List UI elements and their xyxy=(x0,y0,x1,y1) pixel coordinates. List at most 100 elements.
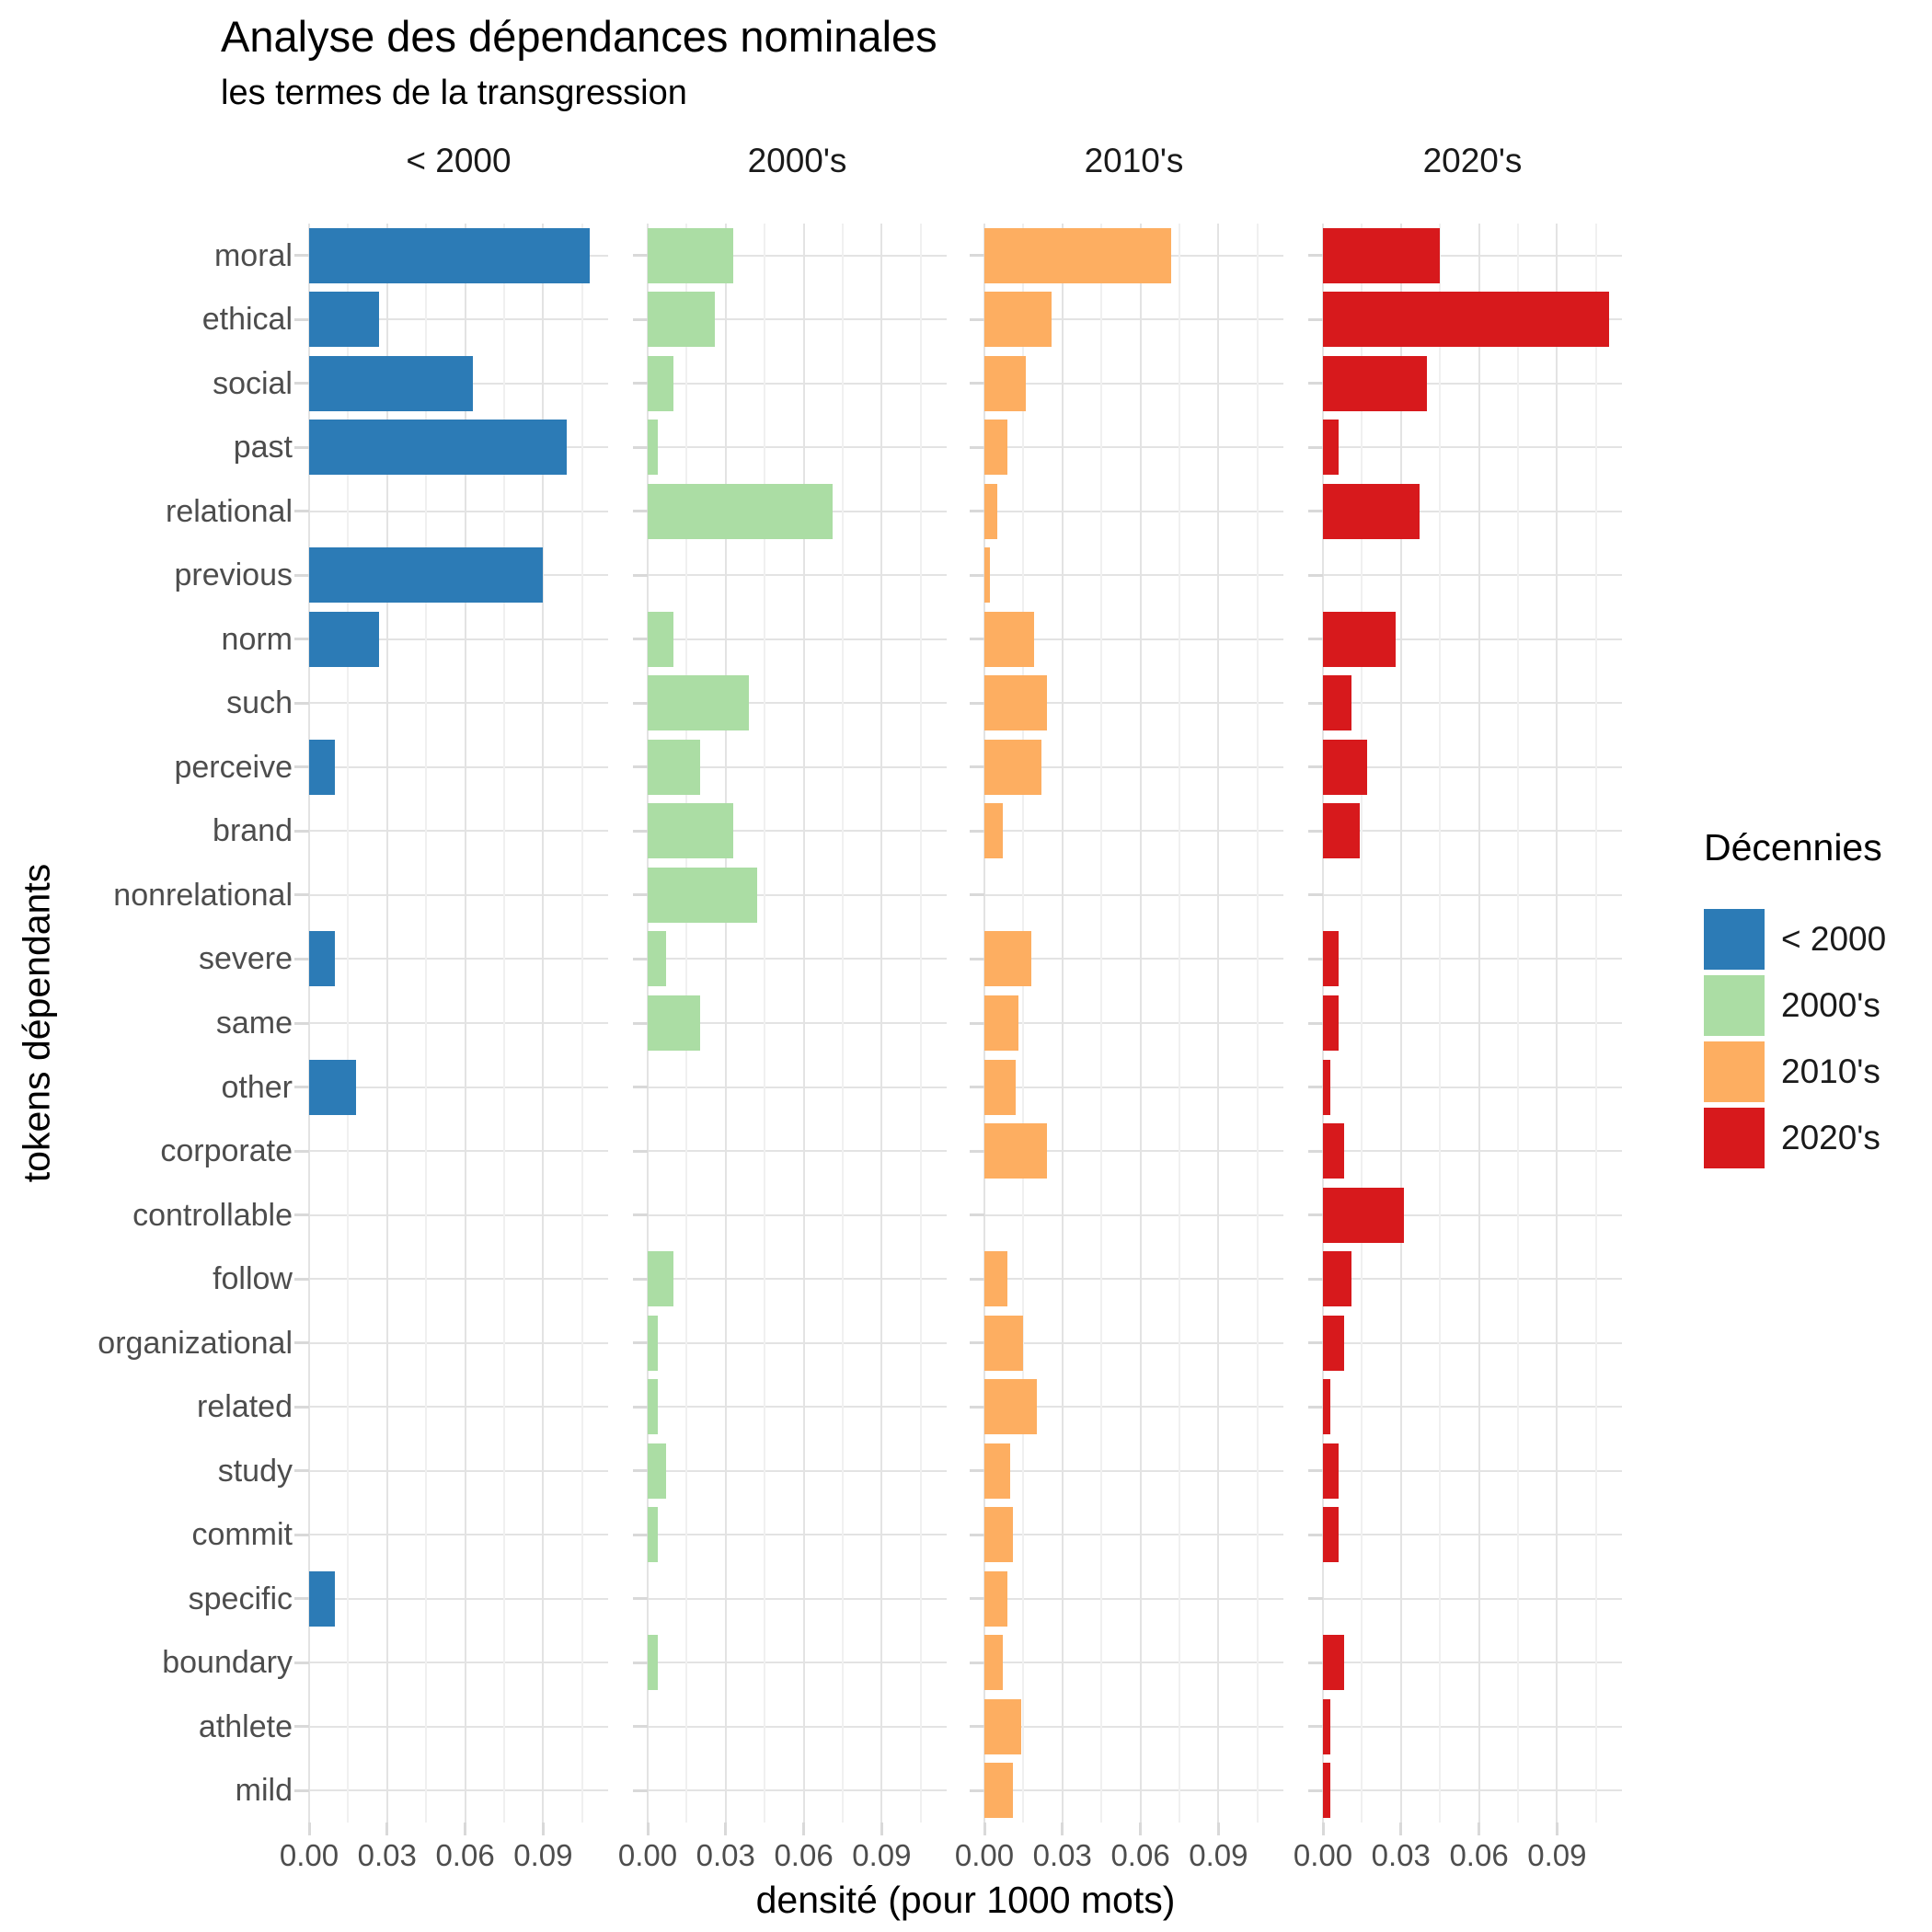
y-tick-pre-2000 xyxy=(294,1341,309,1345)
gridline-h-previous xyxy=(648,574,947,577)
gridline-h-boundary xyxy=(648,1662,947,1664)
y-tick-2000s xyxy=(633,1597,648,1601)
bar-2010s-other xyxy=(984,1059,1016,1115)
bar-2000s-such xyxy=(648,675,750,731)
bar-2000s-commit xyxy=(648,1507,659,1563)
bar-2000s-norm xyxy=(648,611,674,667)
legend-label-2020s: 2020's xyxy=(1781,1119,1880,1156)
x-tick-label-2000s: 0.03 xyxy=(696,1838,755,1872)
y-tick-2000s xyxy=(633,1788,648,1792)
y-tick-2000s xyxy=(633,510,648,513)
legend-swatch-2000s xyxy=(1704,975,1765,1036)
gridline-h-commit xyxy=(1323,1534,1622,1536)
y-tick-pre-2000 xyxy=(294,1213,309,1217)
y-label-study: study xyxy=(217,1453,293,1489)
x-tick-2020s xyxy=(1399,1823,1403,1835)
gridline-v-major xyxy=(1399,224,1402,1823)
y-label-social: social xyxy=(213,365,293,401)
x-tick-pre-2000 xyxy=(385,1823,389,1835)
gridline-v-minor xyxy=(425,224,428,1823)
gridline-h-organizational xyxy=(309,1341,608,1344)
gridline-h-brand xyxy=(648,830,947,833)
x-tick-2010s xyxy=(983,1823,986,1835)
y-tick-2010s xyxy=(970,765,984,769)
bar-2010s-norm xyxy=(984,611,1034,667)
gridline-v-major xyxy=(1556,224,1558,1823)
bar-2010s-social xyxy=(984,355,1027,411)
facet-strip-2010s: 2010's xyxy=(1084,142,1184,179)
gridline-h-mild xyxy=(309,1789,608,1792)
y-label-controllable: controllable xyxy=(132,1197,293,1233)
y-label-previous: previous xyxy=(174,558,293,593)
gridline-v-major xyxy=(464,224,466,1823)
gridline-h-follow xyxy=(309,1278,608,1281)
y-tick-2000s xyxy=(633,445,648,449)
y-tick-2010s xyxy=(970,1277,984,1281)
gridline-h-ethical xyxy=(648,318,947,321)
bar-2000s-ethical xyxy=(648,292,716,348)
y-tick-2020s xyxy=(1308,829,1323,833)
y-label-mild: mild xyxy=(235,1773,293,1809)
gridline-h-corporate xyxy=(309,1150,608,1153)
y-tick-2010s xyxy=(970,1725,984,1729)
y-tick-2010s xyxy=(970,1788,984,1792)
y-tick-pre-2000 xyxy=(294,1788,309,1792)
bar-2010s-related xyxy=(984,1379,1037,1435)
y-label-athlete: athlete xyxy=(198,1708,293,1744)
x-tick-pre-2000 xyxy=(541,1823,545,1835)
bar-2020s-mild xyxy=(1323,1763,1331,1819)
y-tick-2000s xyxy=(633,254,648,258)
bar-2020s-controllable xyxy=(1323,1187,1404,1243)
gridline-h-boundary xyxy=(1323,1662,1622,1664)
gridline-h-relational xyxy=(1323,510,1622,512)
y-tick-pre-2000 xyxy=(294,1021,309,1025)
bar-pre-2000-ethical xyxy=(309,292,380,348)
y-tick-2020s xyxy=(1308,1788,1323,1792)
gridline-h-same xyxy=(984,1022,1283,1024)
bar-2010s-organizational xyxy=(984,1315,1024,1371)
y-tick-2010s xyxy=(970,254,984,258)
gridline-h-such xyxy=(309,702,608,705)
bar-2010s-athlete xyxy=(984,1698,1021,1754)
legend-label-2010s: 2010's xyxy=(1781,1052,1880,1090)
y-label-ethical: ethical xyxy=(201,302,293,338)
bar-2000s-boundary xyxy=(648,1635,659,1691)
y-tick-2000s xyxy=(633,1277,648,1281)
gridline-h-severe xyxy=(309,958,608,960)
y-tick-2020s xyxy=(1308,1469,1323,1473)
y-label-other: other xyxy=(221,1069,293,1105)
x-tick-label-2010s: 0.06 xyxy=(1110,1838,1170,1872)
bar-pre-2000-norm xyxy=(309,611,380,667)
gridline-h-specific xyxy=(1323,1597,1622,1600)
y-tick-pre-2000 xyxy=(294,1149,309,1153)
x-tick-label-pre-2000: 0.00 xyxy=(279,1838,339,1872)
gridline-h-corporate xyxy=(984,1150,1283,1153)
gridline-h-moral xyxy=(648,254,947,257)
y-tick-pre-2000 xyxy=(294,957,309,960)
gridline-h-specific xyxy=(984,1597,1283,1600)
gridline-v-minor xyxy=(581,224,583,1823)
bar-2020s-moral xyxy=(1323,227,1441,283)
y-tick-pre-2000 xyxy=(294,765,309,769)
facet-strip-2000s: 2000's xyxy=(747,142,847,179)
y-tick-2020s xyxy=(1308,254,1323,258)
y-tick-pre-2000 xyxy=(294,1469,309,1473)
y-tick-2000s xyxy=(633,1213,648,1217)
facet-strip-pre-2000: < 2000 xyxy=(406,142,512,179)
y-tick-pre-2000 xyxy=(294,1725,309,1729)
bar-2000s-same xyxy=(648,995,700,1051)
gridline-v-major xyxy=(1478,224,1480,1823)
bar-pre-2000-perceive xyxy=(309,739,336,795)
gridline-h-such xyxy=(1323,702,1622,705)
gridline-v-major xyxy=(802,224,805,1823)
y-tick-2020s xyxy=(1308,957,1323,960)
y-tick-pre-2000 xyxy=(294,573,309,577)
panel-2020s xyxy=(1322,224,1622,1823)
y-label-boundary: boundary xyxy=(162,1645,293,1681)
y-tick-2020s xyxy=(1308,1341,1323,1345)
x-tick-2020s xyxy=(1478,1823,1481,1835)
y-tick-2020s xyxy=(1308,1277,1323,1281)
bar-2010s-mild xyxy=(984,1763,1014,1819)
bar-2020s-ethical xyxy=(1323,292,1609,348)
y-tick-pre-2000 xyxy=(294,382,309,385)
